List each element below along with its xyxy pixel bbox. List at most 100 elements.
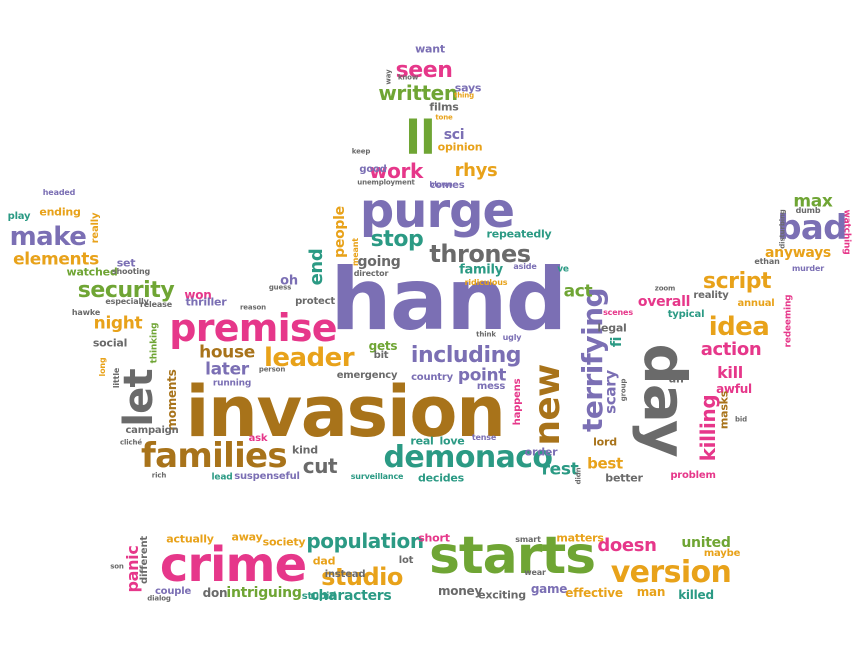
cloud-word: smart: [515, 535, 541, 544]
cloud-word: opinion: [437, 140, 483, 154]
cloud-word: good: [359, 164, 387, 175]
cloud-word: leader: [263, 343, 355, 373]
cloud-word: society: [262, 535, 306, 549]
cloud-word: running: [212, 378, 252, 389]
cloud-word: doesn: [597, 535, 657, 556]
cloud-word: tense: [471, 433, 497, 442]
cloud-word: oh: [280, 273, 298, 289]
cloud-word: let: [116, 369, 162, 427]
cloud-word: unemployment: [357, 178, 415, 187]
cloud-word: thriller: [185, 295, 227, 309]
cloud-word: population: [306, 529, 424, 553]
cloud-word: protect: [295, 296, 335, 307]
cloud-word: social: [92, 336, 128, 350]
cloud-word: know: [397, 73, 419, 82]
cloud-word: cliché: [120, 438, 142, 447]
cloud-word: later: [205, 359, 249, 380]
cloud-word: idea: [708, 312, 770, 342]
cloud-word: won: [184, 288, 212, 302]
cloud-word: new: [527, 364, 568, 446]
cloud-word: kind: [292, 443, 318, 457]
cloud-word: blown: [429, 180, 453, 189]
cloud-word: order: [524, 445, 558, 459]
cloud-word: love: [439, 434, 465, 448]
cloud-word: including: [410, 343, 522, 368]
cloud-word: studio: [321, 563, 403, 591]
cloud-word: watching: [841, 209, 852, 255]
cloud-word: ll: [405, 111, 436, 165]
cloud-word: families: [141, 436, 288, 476]
cloud-word: murder: [791, 264, 825, 273]
cloud-word: mess: [476, 381, 506, 392]
cloud-word: dumb: [795, 206, 821, 215]
cloud-word: thing: [453, 91, 475, 100]
cloud-word: purge: [359, 183, 515, 239]
cloud-word: couple: [154, 586, 192, 597]
cloud-word: invasion: [185, 371, 505, 453]
cloud-word: suspenseful: [234, 471, 300, 482]
cloud-word: don: [202, 586, 228, 600]
cloud-word: country: [411, 372, 453, 383]
cloud-word: way: [384, 69, 393, 85]
cloud-word: awful: [716, 382, 752, 396]
cloud-word: crime: [159, 537, 307, 593]
cloud-word: lot: [398, 555, 414, 566]
cloud-word: play: [7, 211, 31, 222]
cloud-word: killed: [678, 588, 714, 602]
cloud-word: director: [353, 269, 389, 278]
cloud-word: day: [631, 343, 699, 457]
cloud-word: best: [587, 454, 623, 473]
cloud-word: better: [605, 471, 643, 485]
cloud-word: son: [110, 562, 124, 571]
cloud-word: family: [459, 262, 503, 278]
cloud-word: killing: [696, 394, 720, 462]
cloud-word: game: [530, 582, 568, 596]
cloud-word: comes: [429, 180, 465, 191]
cloud-word: script: [702, 269, 772, 294]
cloud-word: anyways: [765, 245, 831, 261]
cloud-word: fi: [609, 336, 625, 348]
cloud-word: rest: [541, 459, 579, 480]
cloud-word: written: [378, 81, 458, 105]
cloud-word: meant: [351, 238, 360, 266]
cloud-word: zoom: [654, 284, 676, 293]
cloud-word: guess: [268, 283, 292, 292]
cloud-word: surveillance: [350, 472, 404, 481]
cloud-word: kill: [717, 363, 743, 382]
cloud-word: didn: [574, 467, 583, 485]
cloud-word: people: [332, 206, 348, 258]
cloud-word: different: [139, 536, 150, 584]
cloud-word: exciting: [478, 588, 526, 602]
cloud-word: real: [410, 434, 434, 448]
cloud-word: short: [418, 531, 450, 545]
cloud-word: typical: [667, 309, 705, 320]
cloud-word: person: [258, 365, 286, 374]
cloud-word: sci: [443, 127, 465, 143]
cloud-word: starts: [428, 526, 596, 586]
cloud-word: watched: [66, 265, 118, 279]
cloud-word: ugly: [502, 333, 522, 342]
cloud-word: wear: [524, 568, 546, 577]
cloud-word: redeeming: [783, 294, 794, 348]
cloud-word: release: [139, 300, 173, 309]
cloud-word: money: [437, 584, 483, 598]
cloud-word: cut: [302, 454, 338, 478]
cloud-word: lead: [211, 472, 233, 483]
cloud-word: happens: [512, 378, 523, 426]
cloud-word: overall: [637, 294, 691, 310]
cloud-word: annual: [737, 298, 775, 309]
cloud-word: scenes: [603, 308, 633, 317]
cloud-word: night: [93, 313, 143, 334]
cloud-word: hawke: [71, 308, 101, 317]
cloud-word: especially: [105, 297, 149, 306]
cloud-word: make: [9, 222, 87, 252]
cloud-word: gets: [368, 339, 398, 353]
cloud-word: maybe: [703, 548, 741, 559]
cloud-word: bad: [777, 208, 847, 248]
cloud-word: campaign: [125, 425, 179, 436]
cloud-word: films: [429, 100, 459, 114]
cloud-word: set: [116, 256, 136, 270]
cloud-word: scary: [601, 370, 620, 414]
cloud-word: stupid: [301, 591, 337, 602]
